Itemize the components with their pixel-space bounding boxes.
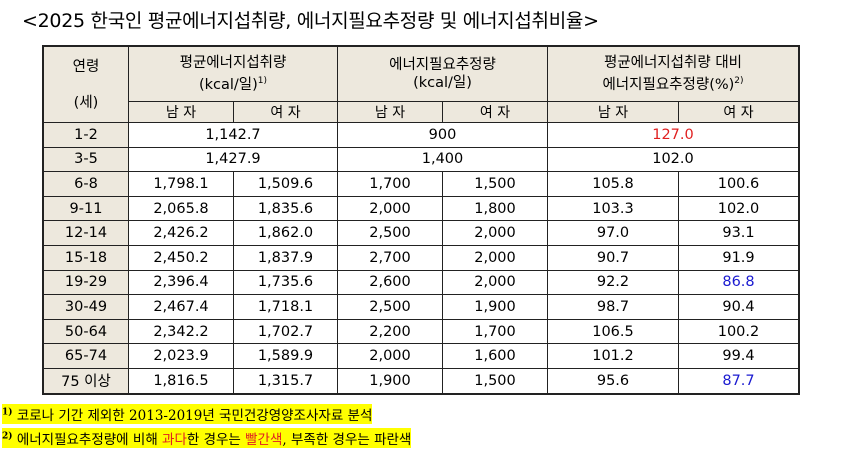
- req-male-cell: 2,600: [337, 269, 443, 296]
- intake-cell: 1,142.7: [128, 122, 338, 148]
- age-cell: 50-64: [42, 318, 129, 345]
- intake-male-cell: 2,467.4: [128, 294, 234, 320]
- ratio-female-cell: 90.4: [678, 294, 800, 320]
- req-female-cell: 2,000: [442, 244, 548, 271]
- header-age: 연령 (세): [42, 45, 129, 123]
- ratio-male-cell: 90.7: [547, 244, 679, 271]
- requirement-cell: 1,400: [337, 146, 548, 173]
- req-female-cell: 2,000: [442, 269, 548, 296]
- ratio-female-cell: 102.0: [678, 195, 800, 222]
- table-row: 30-49 2,467.4 1,718.1 2,500 1,900 98.7 90.4: [42, 294, 800, 320]
- intake-male-cell: 1,798.1: [128, 171, 234, 197]
- table-row: 19-29 2,396.4 1,735.6 2,600 2,000 92.2 86.8: [42, 269, 800, 296]
- header-requirement: 에너지필요추정량 (kcal/일): [337, 45, 548, 102]
- ratio-male-cell: 105.8: [547, 171, 679, 197]
- ratio-male-cell: 101.2: [547, 343, 679, 369]
- page-title: <2025 한국인 평균에너지섭취량, 에너지필요추정량 및 에너지섭취비율>: [22, 10, 599, 32]
- req-male-cell: 2,500: [337, 294, 443, 320]
- header-req-female: 여 자: [442, 101, 548, 123]
- intake-male-cell: 2,023.9: [128, 343, 234, 369]
- intake-female-cell: 1,718.1: [233, 294, 338, 320]
- table-row: 1-2 1,142.7 900 127.0: [42, 122, 800, 148]
- intake-female-cell: 1,589.9: [233, 343, 338, 369]
- table-row: 50-64 2,342.2 1,702.7 2,200 1,700 106.5 100.2: [42, 318, 800, 345]
- intake-male-cell: 1,816.5: [128, 367, 234, 395]
- table-row: 15-18 2,450.2 1,837.9 2,700 2,000 90.7 91.9: [42, 244, 800, 271]
- table-row: 12-14 2,426.2 1,862.0 2,500 2,000 97.0 93.1: [42, 220, 800, 246]
- req-male-cell: 2,700: [337, 244, 443, 271]
- ratio-female-cell: 99.4: [678, 343, 800, 369]
- intake-male-cell: 2,065.8: [128, 195, 234, 222]
- intake-female-cell: 1,315.7: [233, 367, 338, 395]
- intake-female-cell: 1,735.6: [233, 269, 338, 296]
- age-cell: 19-29: [42, 269, 129, 296]
- req-female-cell: 2,000: [442, 220, 548, 246]
- req-male-cell: 2,000: [337, 343, 443, 369]
- intake-female-cell: 1,702.7: [233, 318, 338, 345]
- ratio-female-cell: 93.1: [678, 220, 800, 246]
- table-row: 75 이상 1,816.5 1,315.7 1,900 1,500 95.6 87.7: [42, 367, 800, 395]
- req-female-cell: 1,500: [442, 171, 548, 197]
- req-female-cell: 1,800: [442, 195, 548, 222]
- ratio-male-cell: 92.2: [547, 269, 679, 296]
- req-female-cell: 1,700: [442, 318, 548, 345]
- header-intake-female: 여 자: [233, 101, 338, 123]
- intake-male-cell: 2,450.2: [128, 244, 234, 271]
- ratio-female-cell: 91.9: [678, 244, 800, 271]
- age-cell: 12-14: [42, 220, 129, 246]
- intake-male-cell: 2,396.4: [128, 269, 234, 296]
- ratio-male-cell: 98.7: [547, 294, 679, 320]
- intake-male-cell: 2,426.2: [128, 220, 234, 246]
- ratio-cell: 102.0: [547, 146, 800, 173]
- req-male-cell: 2,200: [337, 318, 443, 345]
- table-row: 6-8 1,798.1 1,509.6 1,700 1,500 105.8 100.6: [42, 171, 800, 197]
- intake-male-cell: 2,342.2: [128, 318, 234, 345]
- age-cell: 30-49: [42, 294, 129, 320]
- header-req-male: 남 자: [337, 101, 443, 123]
- ratio-female-cell: 100.6: [678, 171, 800, 197]
- req-male-cell: 1,700: [337, 171, 443, 197]
- age-cell: 3-5: [42, 146, 129, 173]
- age-cell: 15-18: [42, 244, 129, 271]
- age-cell: 1-2: [42, 122, 129, 148]
- req-female-cell: 1,500: [442, 367, 548, 395]
- requirement-cell: 900: [337, 122, 548, 148]
- age-cell: 75 이상: [42, 367, 129, 395]
- ratio-male-cell: 103.3: [547, 195, 679, 222]
- req-male-cell: 2,500: [337, 220, 443, 246]
- ratio-female-cell: 100.2: [678, 318, 800, 345]
- age-cell: 6-8: [42, 171, 129, 197]
- table-row: 3-5 1,427.9 1,400 102.0: [42, 146, 800, 173]
- req-male-cell: 2,000: [337, 195, 443, 222]
- ratio-male-cell: 97.0: [547, 220, 679, 246]
- ratio-female-cell: 87.7: [678, 367, 800, 395]
- header-ratio-female: 여 자: [678, 101, 800, 123]
- header-ratio-male: 남 자: [547, 101, 679, 123]
- ratio-female-cell: 86.8: [678, 269, 800, 296]
- intake-female-cell: 1,837.9: [233, 244, 338, 271]
- footnote-1: 1) 코로나 기간 제외한 2013-2019년 국민건강영양조사자료 분석: [2, 404, 373, 424]
- intake-female-cell: 1,509.6: [233, 171, 338, 197]
- age-cell: 9-11: [42, 195, 129, 222]
- ratio-cell: 127.0: [547, 122, 800, 148]
- energy-table: 연령 (세) 평균에너지섭취량 (kcal/일)1) 에너지필요추정량 (kcal/일…: [42, 45, 800, 395]
- header-intake: 평균에너지섭취량 (kcal/일)1): [128, 45, 338, 102]
- footnote-2: 2) 에너지필요추정량에 비해 과다한 경우는 빨간색, 부족한 경우는 파란색: [2, 428, 412, 448]
- intake-female-cell: 1,835.6: [233, 195, 338, 222]
- age-cell: 65-74: [42, 343, 129, 369]
- ratio-male-cell: 106.5: [547, 318, 679, 345]
- header-ratio: 평균에너지섭취량 대비 에너지필요추정량(%)2): [547, 45, 800, 102]
- ratio-male-cell: 95.6: [547, 367, 679, 395]
- table-row: 9-11 2,065.8 1,835.6 2,000 1,800 103.3 102.0: [42, 195, 800, 222]
- intake-cell: 1,427.9: [128, 146, 338, 173]
- table-row: 65-74 2,023.9 1,589.9 2,000 1,600 101.2 99.4: [42, 343, 800, 369]
- intake-female-cell: 1,862.0: [233, 220, 338, 246]
- req-male-cell: 1,900: [337, 367, 443, 395]
- req-female-cell: 1,900: [442, 294, 548, 320]
- header-intake-male: 남 자: [128, 101, 234, 123]
- req-female-cell: 1,600: [442, 343, 548, 369]
